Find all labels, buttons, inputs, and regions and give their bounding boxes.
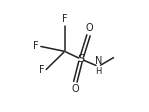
Text: H: H [95,67,101,76]
Text: F: F [62,14,67,24]
Text: O: O [86,23,93,33]
Text: S: S [77,54,85,64]
Text: F: F [39,65,44,75]
Text: F: F [33,41,39,51]
Text: N: N [95,56,102,66]
Text: O: O [71,84,79,94]
